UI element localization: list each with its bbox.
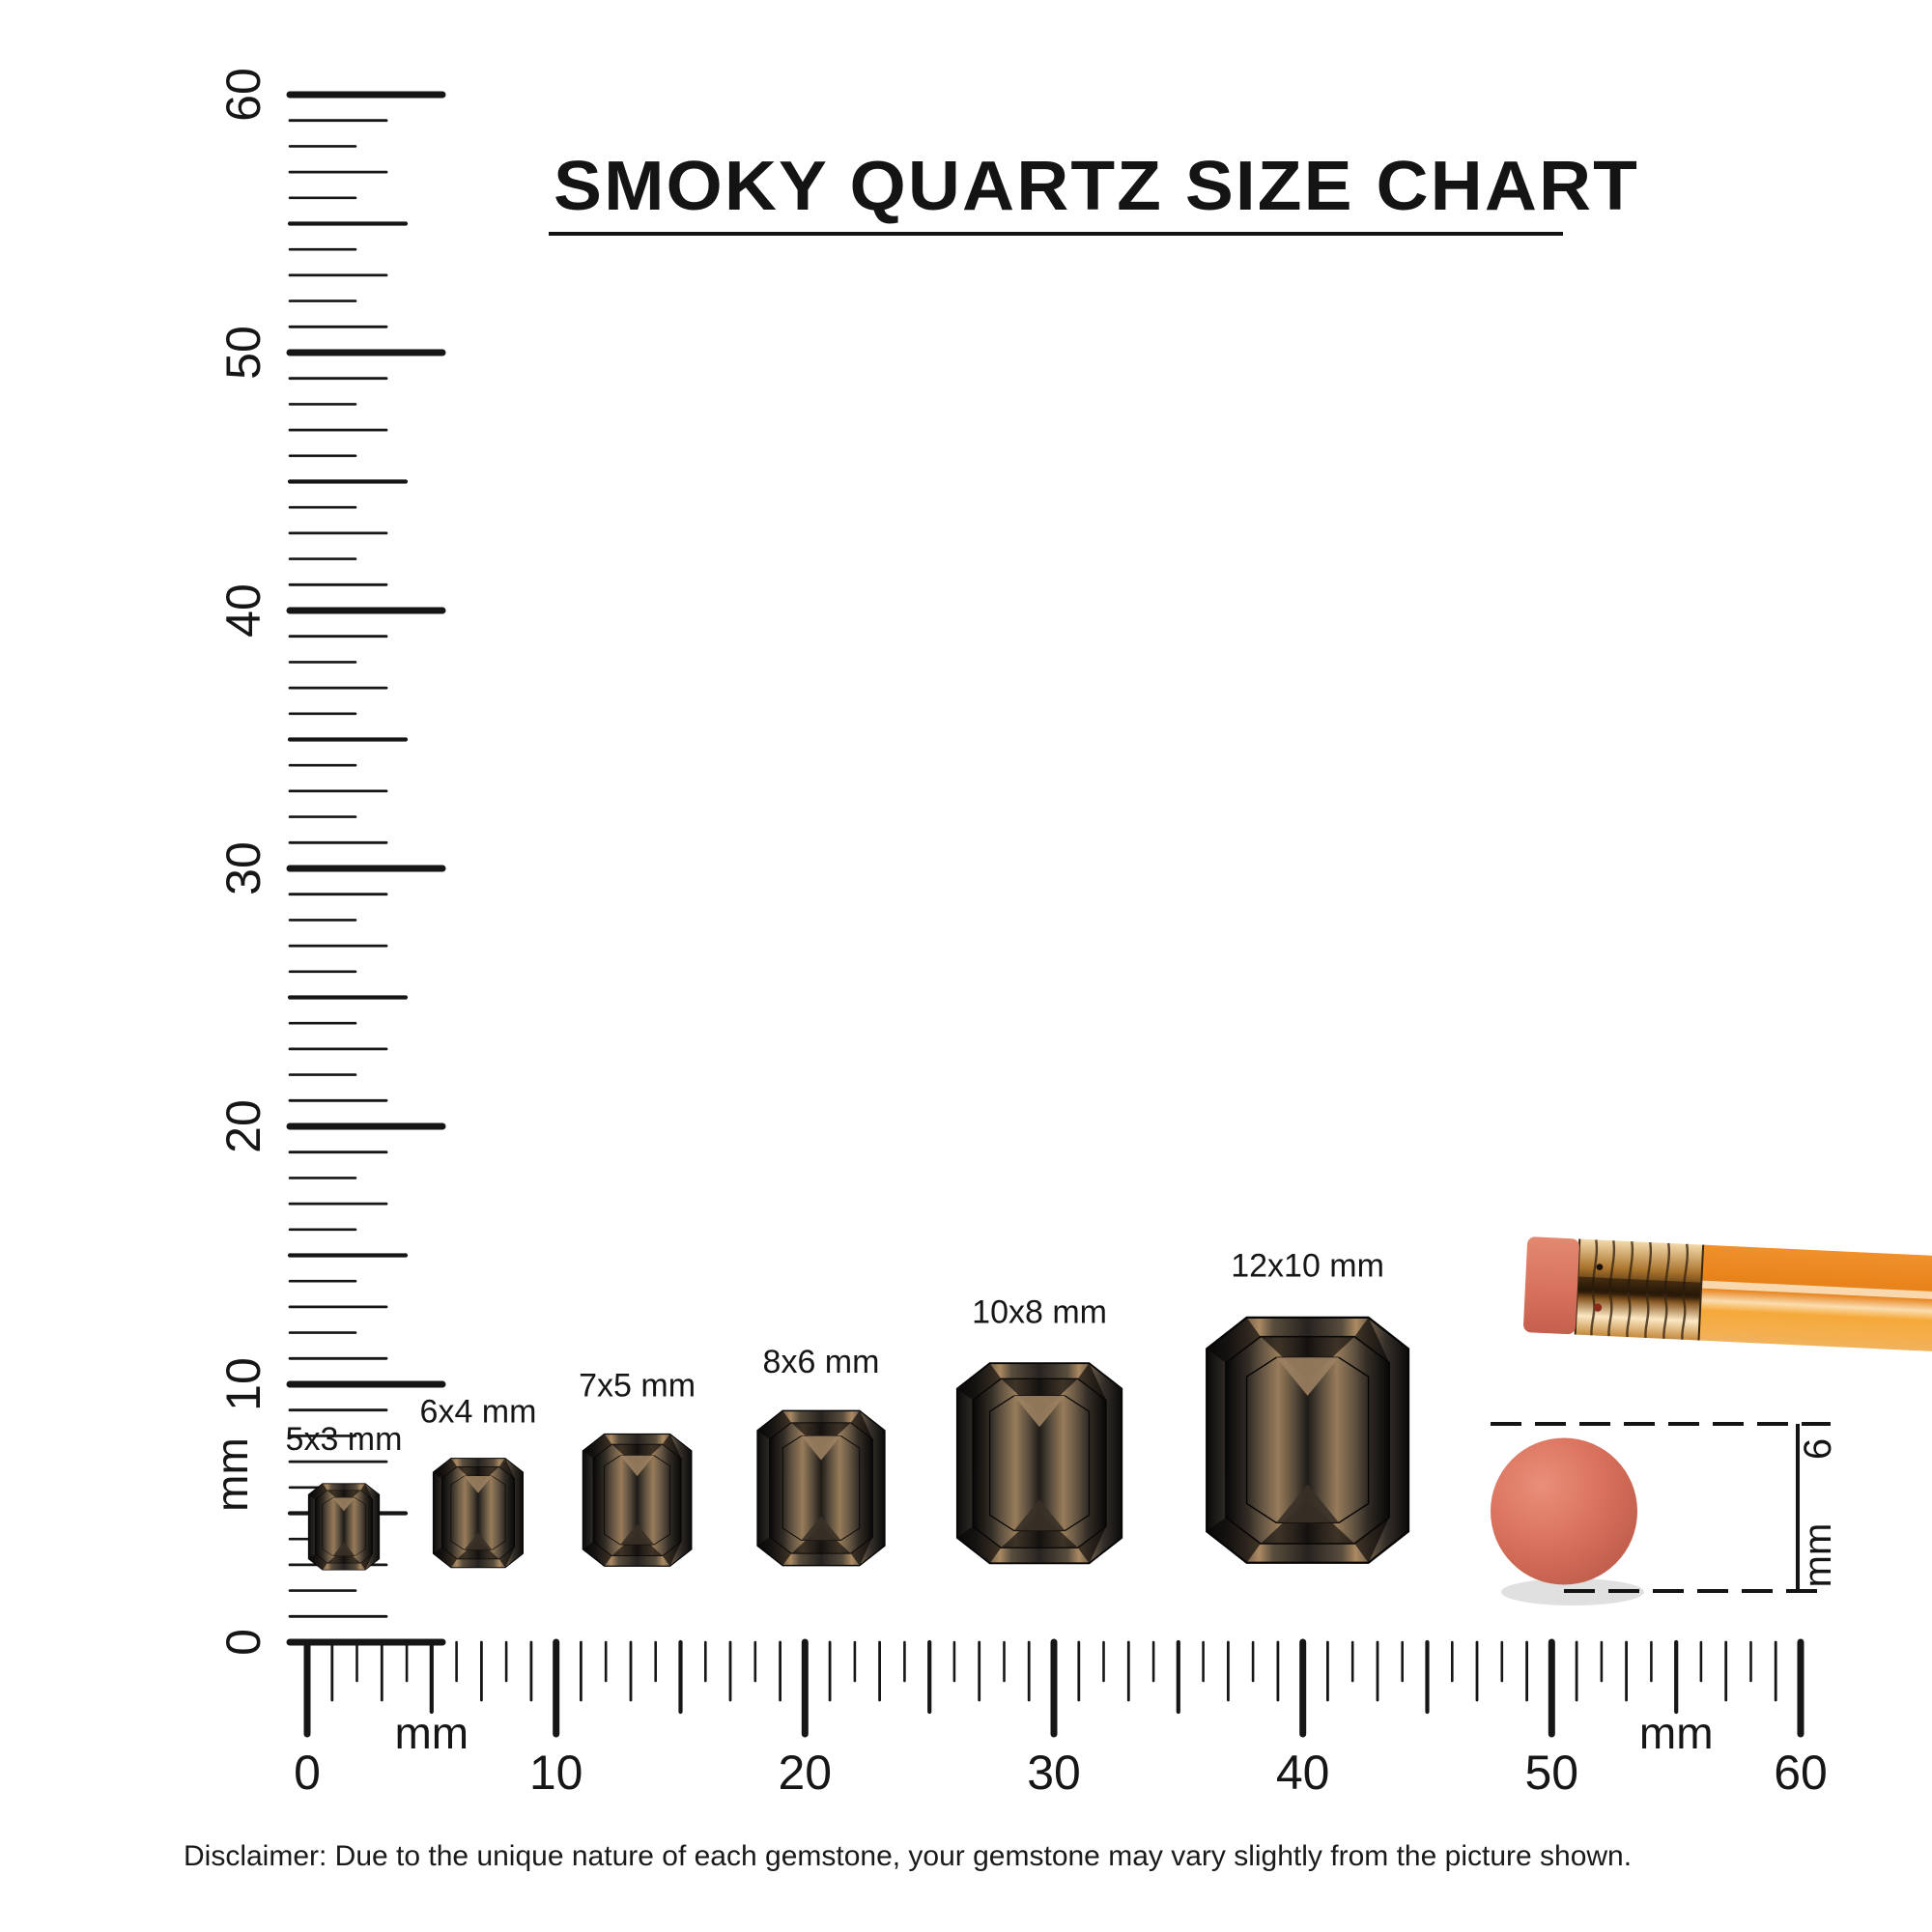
svg-text:20: 20 [778, 1746, 832, 1800]
svg-text:0: 0 [294, 1746, 321, 1800]
svg-text:mm: mm [1639, 1708, 1714, 1758]
svg-text:12x10 mm: 12x10 mm [1231, 1248, 1384, 1285]
svg-text:10: 10 [529, 1746, 583, 1800]
svg-text:mm: mm [394, 1708, 469, 1758]
svg-text:40: 40 [216, 583, 270, 638]
svg-text:mm: mm [207, 1437, 257, 1512]
svg-text:mm: mm [1797, 1523, 1839, 1588]
svg-text:10: 10 [216, 1357, 270, 1411]
svg-text:60: 60 [216, 68, 270, 122]
svg-text:30: 30 [1027, 1746, 1081, 1800]
svg-text:60: 60 [1774, 1746, 1828, 1800]
svg-text:20: 20 [216, 1099, 270, 1153]
svg-text:10x8 mm: 10x8 mm [972, 1294, 1107, 1331]
svg-text:5x3 mm: 5x3 mm [286, 1421, 403, 1458]
svg-text:30: 30 [216, 841, 270, 895]
svg-text:6x4 mm: 6x4 mm [420, 1393, 537, 1430]
svg-text:50: 50 [1524, 1746, 1578, 1800]
svg-text:40: 40 [1276, 1746, 1330, 1800]
svg-text:8x6 mm: 8x6 mm [763, 1344, 880, 1380]
svg-text:7x5 mm: 7x5 mm [579, 1368, 696, 1405]
svg-text:6: 6 [1797, 1438, 1839, 1460]
svg-text:50: 50 [216, 326, 270, 380]
svg-text:0: 0 [216, 1629, 270, 1656]
